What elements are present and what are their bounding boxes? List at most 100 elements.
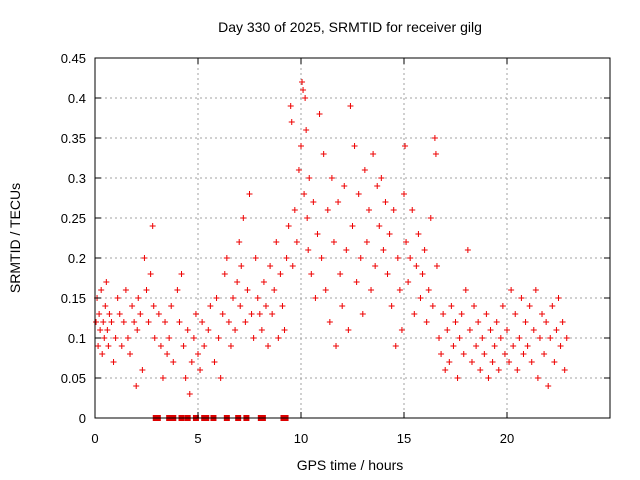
data-point xyxy=(316,111,323,117)
data-point xyxy=(244,287,251,293)
data-point xyxy=(499,303,506,309)
data-point xyxy=(384,271,391,277)
data-point xyxy=(425,287,432,293)
data-point xyxy=(180,343,187,349)
data-point xyxy=(524,343,531,349)
data-point xyxy=(217,375,224,381)
data-point xyxy=(273,239,280,245)
data-point xyxy=(127,351,134,357)
data-point xyxy=(485,375,492,381)
data-point xyxy=(207,303,214,309)
data-point xyxy=(549,303,556,309)
data-point xyxy=(250,335,257,341)
data-point xyxy=(510,343,517,349)
data-point xyxy=(277,271,284,277)
data-point xyxy=(388,303,395,309)
y-axis-title: SRMTID / TECUs xyxy=(7,183,23,293)
data-point xyxy=(150,303,157,309)
data-point xyxy=(440,311,447,317)
data-point xyxy=(242,319,249,325)
data-point xyxy=(234,279,241,285)
data-point xyxy=(444,327,451,333)
data-point xyxy=(431,135,438,141)
data-point xyxy=(458,311,465,317)
data-point xyxy=(143,287,150,293)
data-point xyxy=(456,335,463,341)
data-point xyxy=(481,351,488,357)
data-point xyxy=(314,231,321,237)
data-point xyxy=(221,271,228,277)
data-point xyxy=(460,351,467,357)
data-point xyxy=(448,303,455,309)
data-point xyxy=(213,295,220,301)
data-point xyxy=(442,367,449,373)
data-point xyxy=(394,255,401,261)
data-point xyxy=(497,335,504,341)
data-point xyxy=(479,335,486,341)
data-point xyxy=(333,343,340,349)
data-point xyxy=(124,335,131,341)
data-point xyxy=(401,191,407,197)
data-point xyxy=(159,375,166,381)
data-point xyxy=(433,263,440,269)
data-point xyxy=(162,319,169,325)
data-point xyxy=(361,167,368,173)
data-point xyxy=(303,127,310,133)
data-point xyxy=(363,239,370,245)
x-tick-label: 20 xyxy=(500,431,514,446)
y-tick-label: 0.1 xyxy=(68,331,86,346)
data-point xyxy=(545,383,552,389)
data-point xyxy=(205,327,212,333)
data-point xyxy=(285,223,292,229)
data-point xyxy=(197,367,204,373)
data-point xyxy=(446,359,453,365)
data-point xyxy=(423,319,430,325)
data-point xyxy=(462,287,469,293)
data-point xyxy=(265,343,272,349)
data-point xyxy=(543,319,550,325)
data-point xyxy=(133,383,140,389)
data-point xyxy=(390,207,397,213)
data-point xyxy=(396,287,403,293)
axis-ticks xyxy=(94,57,610,419)
data-point xyxy=(341,183,348,189)
data-point xyxy=(320,151,327,157)
data-point xyxy=(539,311,546,317)
data-point xyxy=(405,279,412,285)
data-point xyxy=(368,287,375,293)
data-point xyxy=(199,319,206,325)
data-point xyxy=(166,335,173,341)
data-point xyxy=(541,351,548,357)
data-point xyxy=(506,359,513,365)
data-point xyxy=(475,319,482,325)
data-point xyxy=(122,287,129,293)
data-point xyxy=(355,191,362,197)
data-point xyxy=(432,151,439,157)
y-tick-label: 0.35 xyxy=(61,131,86,146)
data-point xyxy=(398,327,405,333)
data-point xyxy=(378,175,385,181)
data-point xyxy=(279,303,286,309)
data-point xyxy=(211,359,218,365)
data-point xyxy=(508,287,515,293)
data-point xyxy=(339,303,346,309)
data-point xyxy=(246,191,253,197)
data-point xyxy=(487,327,494,333)
data-point xyxy=(516,335,523,341)
data-point xyxy=(559,319,566,325)
data-point xyxy=(353,279,360,285)
data-point xyxy=(557,343,564,349)
data-point xyxy=(514,367,521,373)
data-point xyxy=(520,351,527,357)
data-point xyxy=(258,327,265,333)
data-point xyxy=(139,367,146,373)
data-point xyxy=(359,311,366,317)
data-point xyxy=(305,247,312,253)
data-point xyxy=(225,319,232,325)
data-point xyxy=(402,143,409,149)
data-point xyxy=(561,367,568,373)
grid-lines xyxy=(95,58,610,418)
data-point xyxy=(518,295,525,301)
data-point xyxy=(551,359,558,365)
data-point xyxy=(190,335,197,341)
